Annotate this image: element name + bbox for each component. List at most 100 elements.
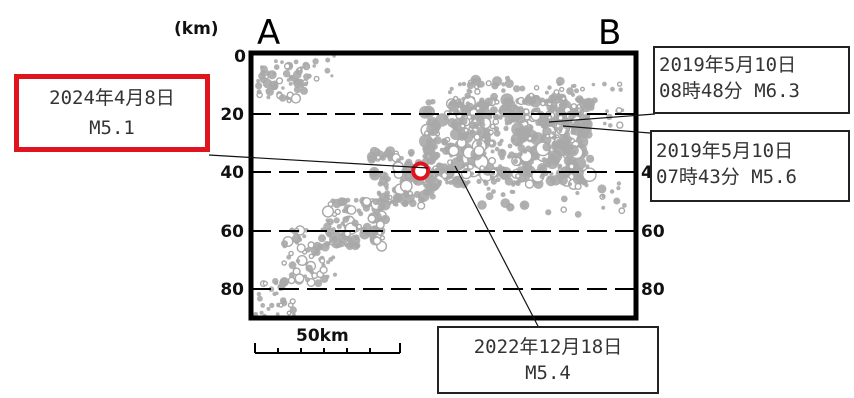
event-point [580, 86, 586, 92]
event-point [330, 74, 334, 78]
depth-gridlines [251, 113, 636, 290]
event-point [305, 264, 313, 272]
annotation-2022-magnitude: M5.4 [525, 362, 571, 384]
event-point [324, 67, 331, 74]
event-point [450, 128, 462, 141]
section-label-a: A [257, 13, 280, 53]
event-point [490, 149, 495, 154]
event-point [549, 149, 563, 163]
event-point [334, 243, 340, 249]
event-point [313, 249, 321, 256]
event-point [387, 156, 393, 162]
event-point [513, 111, 523, 120]
event-point [332, 198, 342, 209]
event-point [545, 209, 552, 216]
event-point [484, 97, 494, 107]
annotation-2024-04-08: 2024年4月8日 M5.1 [14, 74, 210, 152]
y-tick-left-0: 0 [234, 47, 246, 67]
event-point [280, 60, 284, 64]
annotation-2019-0743-date: 2019年5月10日 [656, 140, 794, 162]
event-point [273, 64, 280, 70]
event-point [437, 179, 443, 185]
event-point [441, 146, 450, 155]
highlight-event-marker [411, 161, 431, 181]
event-point [428, 188, 433, 194]
event-point [516, 127, 528, 138]
section-label-b: B [598, 13, 621, 53]
event-point [579, 108, 583, 113]
event-point [601, 193, 606, 199]
event-point [302, 61, 310, 69]
event-point [523, 108, 530, 115]
event-point [608, 123, 613, 128]
event-point [566, 136, 573, 142]
event-point [591, 82, 596, 87]
event-point [601, 205, 606, 210]
event-point [333, 217, 340, 224]
event-point [540, 124, 546, 129]
event-point [528, 92, 535, 99]
event-point [257, 295, 263, 302]
event-point [499, 154, 505, 161]
event-point [292, 312, 296, 317]
event-point [340, 221, 345, 226]
event-point [409, 199, 417, 208]
event-point [262, 280, 268, 287]
event-point [488, 140, 495, 147]
event-point [513, 104, 518, 109]
event-point [441, 138, 449, 146]
event-point [313, 75, 320, 82]
event-point [507, 143, 513, 149]
event-point [551, 131, 555, 135]
event-point [494, 114, 501, 120]
event-point [504, 75, 511, 81]
leader-2022 [454, 165, 541, 331]
event-point [384, 185, 389, 191]
event-point [259, 310, 264, 315]
event-point [395, 192, 400, 197]
event-point [568, 114, 575, 121]
event-point [288, 250, 294, 257]
event-point [485, 192, 494, 201]
event-point [430, 183, 439, 192]
event-point [585, 102, 590, 107]
event-point [490, 92, 498, 101]
event-point [579, 139, 584, 144]
event-point [293, 86, 301, 94]
event-point [308, 253, 315, 260]
event-point [303, 73, 311, 81]
event-point [555, 138, 563, 145]
event-point [281, 240, 288, 248]
event-point [507, 120, 513, 125]
event-point [491, 189, 496, 195]
y-tick-left-40: 40 [220, 163, 244, 183]
event-point [417, 201, 426, 210]
event-point [501, 88, 506, 93]
annotation-2019-0848-detail: 08時48分 M6.3 [659, 80, 800, 102]
event-point [504, 79, 514, 89]
event-point [260, 303, 266, 308]
event-point [519, 85, 526, 92]
event-point [275, 291, 279, 296]
event-point [499, 138, 504, 143]
event-point [485, 80, 492, 87]
event-point [504, 99, 510, 104]
event-point [605, 109, 609, 113]
event-point [459, 117, 468, 126]
event-point [427, 158, 432, 163]
event-point [613, 197, 621, 205]
event-point [547, 175, 552, 180]
event-point [587, 128, 592, 133]
event-point [568, 182, 572, 187]
event-point [582, 167, 597, 182]
event-point [372, 225, 377, 230]
event-point [427, 117, 432, 122]
event-point [421, 181, 426, 186]
event-point [589, 105, 595, 111]
event-point [297, 67, 302, 72]
event-point [392, 161, 405, 174]
event-point [448, 101, 453, 107]
event-point [290, 93, 302, 104]
event-point [456, 101, 463, 108]
event-point [295, 258, 301, 264]
